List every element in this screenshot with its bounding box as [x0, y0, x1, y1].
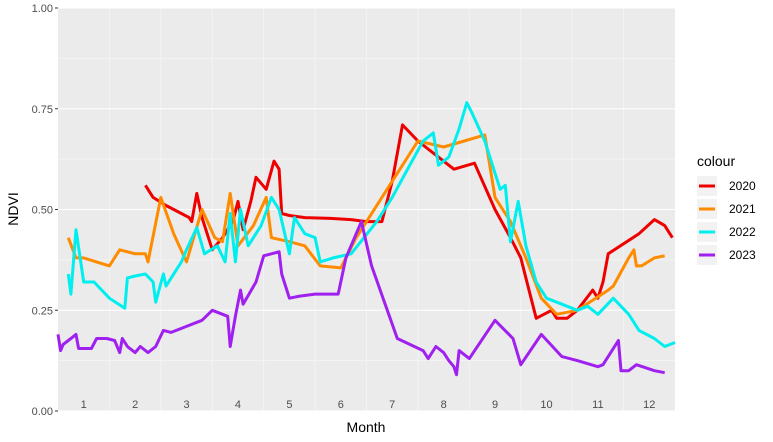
series-line-2023	[56, 220, 665, 377]
month-label: 7	[389, 399, 395, 411]
month-label: 5	[286, 399, 292, 411]
series-line-2021	[66, 133, 665, 316]
month-label: 4	[235, 399, 241, 411]
month-label: 12	[643, 399, 655, 411]
y-tick-label: 0.75	[32, 104, 53, 116]
legend-label-2021: 2021	[729, 202, 756, 216]
legend-label-2022: 2022	[729, 225, 756, 239]
x-axis-title: Month	[347, 419, 386, 435]
month-label: 6	[338, 399, 344, 411]
series-line-2022	[66, 101, 676, 348]
y-tick-label: 0.25	[32, 305, 53, 317]
legend-label-2020: 2020	[729, 179, 756, 193]
month-labels: 1 2 3 4 5 6 7 8 9 10 11 12	[81, 399, 656, 411]
month-label: 9	[492, 399, 498, 411]
y-tick-label: 0.00	[32, 406, 53, 418]
month-label: 10	[540, 399, 552, 411]
month-label: 1	[81, 399, 87, 411]
month-label: 3	[183, 399, 189, 411]
y-tick-label: 1.00	[32, 3, 53, 15]
month-label: 2	[132, 399, 138, 411]
legend-label-2023: 2023	[729, 248, 756, 262]
month-label: 8	[441, 399, 447, 411]
y-axis-ticks: 0.00 0.25 0.50 0.75 1.00	[32, 3, 58, 418]
legend-title: colour	[697, 153, 735, 169]
series-lines	[56, 101, 676, 377]
major-gridlines	[58, 7, 675, 412]
legend: colour 2020 2021 2022 2023	[697, 153, 756, 265]
y-tick-label: 0.50	[32, 205, 53, 217]
y-axis-title: NDVI	[5, 192, 21, 225]
month-label: 11	[592, 399, 603, 411]
